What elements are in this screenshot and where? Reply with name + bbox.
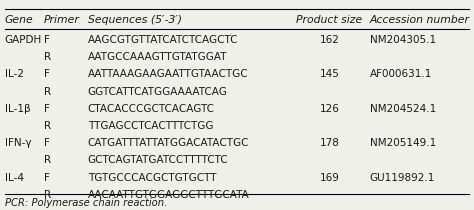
Text: 126: 126 (319, 104, 339, 114)
Text: R: R (44, 155, 51, 165)
Text: IL-1β: IL-1β (5, 104, 30, 114)
Text: NM204524.1: NM204524.1 (370, 104, 436, 114)
Text: CATGATTTATTATGGACATACTGC: CATGATTTATTATGGACATACTGC (88, 138, 249, 148)
Text: F: F (44, 173, 49, 183)
Text: AATGCCAAAGTTGTATGGAT: AATGCCAAAGTTGTATGGAT (88, 52, 227, 62)
Text: Sequences (5′-3′): Sequences (5′-3′) (88, 15, 182, 25)
Text: F: F (44, 104, 49, 114)
Text: PCR: Polymerase chain reaction.: PCR: Polymerase chain reaction. (5, 198, 167, 208)
Text: 169: 169 (319, 173, 339, 183)
Text: TGTGCCCACGCTGTGCTT: TGTGCCCACGCTGTGCTT (88, 173, 216, 183)
Text: GU119892.1: GU119892.1 (370, 173, 435, 183)
Text: AATTAAAGAAGAATTGTAACTGC: AATTAAAGAAGAATTGTAACTGC (88, 69, 248, 79)
Text: IL-2: IL-2 (5, 69, 24, 79)
Text: IL-4: IL-4 (5, 173, 24, 183)
Text: Product size: Product size (296, 15, 363, 25)
Text: GAPDH: GAPDH (5, 35, 42, 45)
Text: R: R (44, 52, 51, 62)
Text: AAGCGTGTTATCATCTCAGCTC: AAGCGTGTTATCATCTCAGCTC (88, 35, 238, 45)
Text: Accession number: Accession number (370, 15, 470, 25)
Text: 145: 145 (319, 69, 339, 79)
Text: R: R (44, 190, 51, 200)
Text: F: F (44, 69, 49, 79)
Text: IFN-γ: IFN-γ (5, 138, 31, 148)
Text: 178: 178 (319, 138, 339, 148)
Text: CTACACCCGCTCACAGTC: CTACACCCGCTCACAGTC (88, 104, 215, 114)
Text: NM205149.1: NM205149.1 (370, 138, 436, 148)
Text: R: R (44, 87, 51, 97)
Text: R: R (44, 121, 51, 131)
Text: AF000631.1: AF000631.1 (370, 69, 432, 79)
Text: Gene: Gene (5, 15, 34, 25)
Text: Primer: Primer (44, 15, 80, 25)
Text: AACAATTGTGGAGGCTTTGCATA: AACAATTGTGGAGGCTTTGCATA (88, 190, 249, 200)
Text: F: F (44, 35, 49, 45)
Text: TTGAGCCTCACTTTCTGG: TTGAGCCTCACTTTCTGG (88, 121, 213, 131)
Text: NM204305.1: NM204305.1 (370, 35, 436, 45)
Text: GCTCAGTATGATCCTTTTCTC: GCTCAGTATGATCCTTTTCTC (88, 155, 228, 165)
Text: GGTCATTCATGGAAAATCAG: GGTCATTCATGGAAAATCAG (88, 87, 228, 97)
Text: F: F (44, 138, 49, 148)
Text: 162: 162 (319, 35, 339, 45)
